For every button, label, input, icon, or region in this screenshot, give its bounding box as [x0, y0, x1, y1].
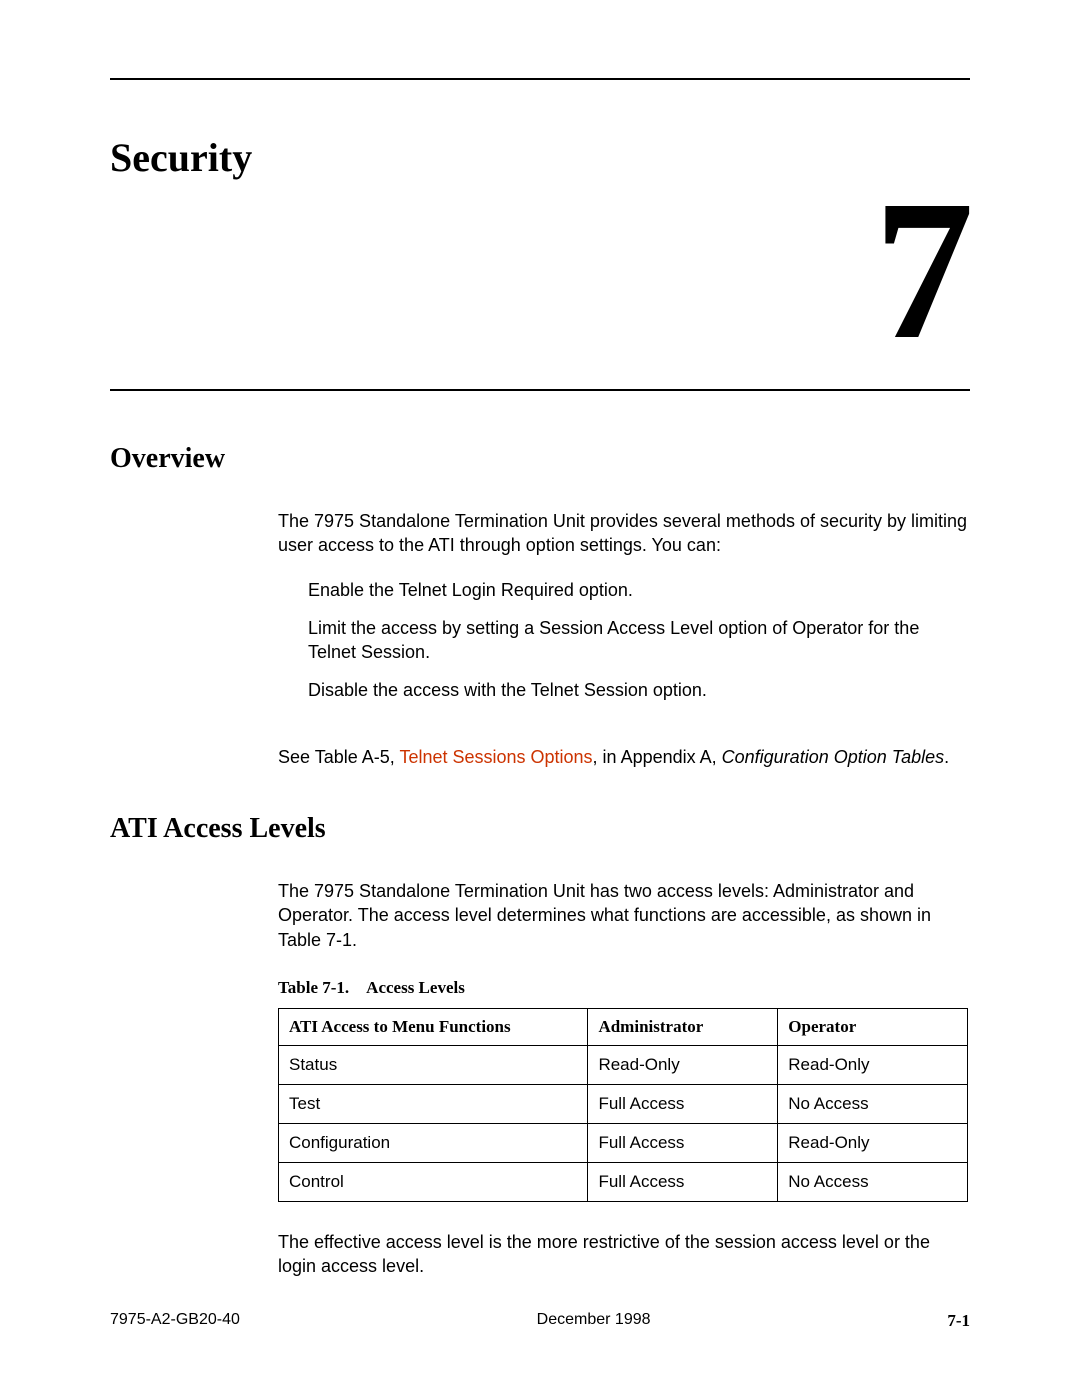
table-row: Configuration Full Access Read-Only [279, 1123, 968, 1162]
bullet-item: Limit the access by setting a Session Ac… [308, 616, 970, 665]
table-header: Operator [778, 1008, 968, 1045]
bullet-item: Disable the access with the Telnet Sessi… [308, 678, 970, 702]
bullet-item: Enable the Telnet Login Required option. [308, 578, 970, 602]
overview-bullets: Enable the Telnet Login Required option.… [308, 578, 970, 703]
table-cell: Full Access [588, 1162, 778, 1201]
page-footer: 7975-A2-GB20-40 December 1998 7-1 [110, 1311, 970, 1331]
table-cell: Test [279, 1084, 588, 1123]
table-cell: Read-Only [778, 1045, 968, 1084]
table-cell: Read-Only [778, 1123, 968, 1162]
table-header: Administrator [588, 1008, 778, 1045]
document-page: Security 7 Overview The 7975 Standalone … [0, 0, 1080, 1279]
table-cell: No Access [778, 1084, 968, 1123]
see-italic: Configuration Option Tables [722, 747, 944, 767]
see-suffix: . [944, 747, 949, 767]
see-prefix: See Table A-5, [278, 747, 399, 767]
table-cell: Status [279, 1045, 588, 1084]
section-overview-heading: Overview [110, 443, 970, 475]
see-mid: , in Appendix A, [593, 747, 722, 767]
overview-see-reference: See Table A-5, Telnet Sessions Options, … [278, 745, 970, 769]
chapter-title: Security [110, 134, 970, 181]
footer-page-number: 7-1 [947, 1311, 970, 1331]
top-rule [110, 78, 970, 80]
table-cell: Full Access [588, 1123, 778, 1162]
footer-doc-id: 7975-A2-GB20-40 [110, 1311, 240, 1331]
table-cell: Full Access [588, 1084, 778, 1123]
table-header-row: ATI Access to Menu Functions Administrat… [279, 1008, 968, 1045]
section-access-levels-heading: ATI Access Levels [110, 813, 970, 845]
access-levels-footer-text: The effective access level is the more r… [278, 1230, 970, 1279]
table-caption: Table 7-1. Access Levels [278, 978, 970, 998]
table-cell: Configuration [279, 1123, 588, 1162]
chapter-number: 7 [110, 191, 970, 351]
mid-rule [110, 389, 970, 391]
access-levels-intro: The 7975 Standalone Termination Unit has… [278, 879, 970, 952]
table-header: ATI Access to Menu Functions [279, 1008, 588, 1045]
table-cell: Read-Only [588, 1045, 778, 1084]
table-cell: Control [279, 1162, 588, 1201]
table-cell: No Access [778, 1162, 968, 1201]
access-levels-table: ATI Access to Menu Functions Administrat… [278, 1008, 968, 1202]
telnet-sessions-link[interactable]: Telnet Sessions Options [399, 747, 592, 767]
table-row: Status Read-Only Read-Only [279, 1045, 968, 1084]
table-row: Test Full Access No Access [279, 1084, 968, 1123]
overview-intro: The 7975 Standalone Termination Unit pro… [278, 509, 970, 558]
footer-date: December 1998 [537, 1311, 651, 1331]
table-row: Control Full Access No Access [279, 1162, 968, 1201]
